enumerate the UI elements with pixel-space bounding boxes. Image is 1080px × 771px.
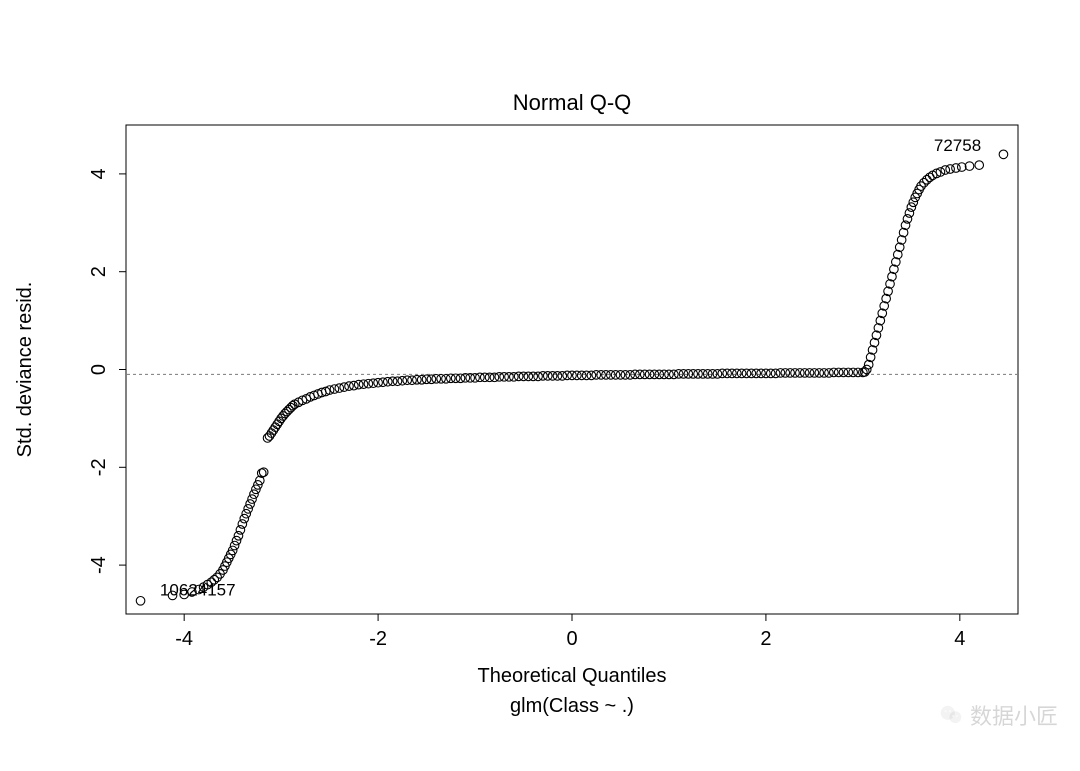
qq-point <box>246 500 255 509</box>
qq-plot: Normal Q-Q -4 -2 0 2 4 -4 -2 0 2 4 Theoretical Quan… <box>0 0 1080 771</box>
qq-point <box>952 164 961 173</box>
x-tick-label: -4 <box>175 628 193 650</box>
x-axis-label: Theoretical Quantiles <box>478 665 667 687</box>
y-tick-label: -2 <box>88 458 110 476</box>
qq-point <box>999 150 1008 159</box>
x-axis-sublabel: glm(Class ~ .) <box>510 695 634 717</box>
qq-point <box>946 165 955 174</box>
plot-title: Normal Q-Q <box>513 90 632 115</box>
qq-point <box>136 596 145 605</box>
y-tick-label: 2 <box>88 266 110 277</box>
x-tick-label: 0 <box>566 628 577 650</box>
y-tick-label: -4 <box>88 556 110 574</box>
qq-point <box>905 209 914 218</box>
qq-point <box>909 198 918 207</box>
qq-point <box>238 520 247 529</box>
qq-point <box>244 505 253 514</box>
qq-point <box>907 203 916 212</box>
qq-point <box>248 495 257 504</box>
point-annotation: 10624157 <box>160 580 236 599</box>
plot-frame <box>126 125 1018 614</box>
x-tick-label: 4 <box>954 628 965 650</box>
qq-point <box>240 514 249 523</box>
qq-point <box>236 526 245 535</box>
x-tick-label: 2 <box>760 628 771 650</box>
qq-point <box>230 541 239 550</box>
qq-point <box>242 509 251 518</box>
y-axis-label: Std. deviance resid. <box>14 282 36 458</box>
y-tick-label: 0 <box>88 364 110 375</box>
point-annotation: 72758 <box>934 136 981 155</box>
qq-point <box>975 161 984 170</box>
qq-point <box>250 490 259 499</box>
qq-point <box>232 536 241 545</box>
qq-point <box>234 531 243 540</box>
x-tick-label: -2 <box>369 628 387 650</box>
y-tick-label: 4 <box>88 168 110 179</box>
